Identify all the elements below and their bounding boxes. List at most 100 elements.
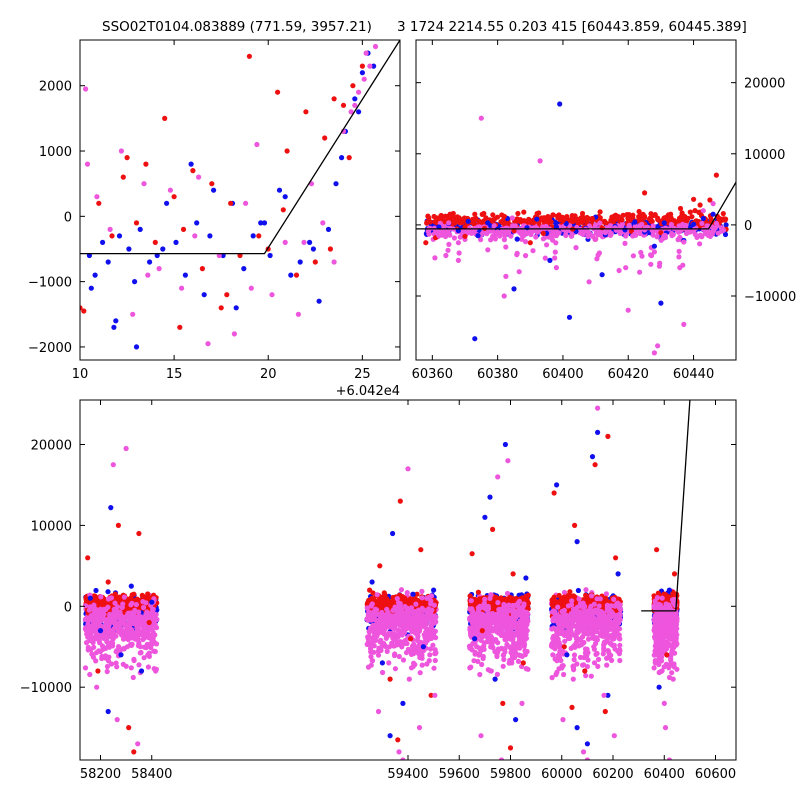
scatter-point-red xyxy=(490,212,496,218)
scatter-point-pink xyxy=(98,633,104,639)
scatter-point-pink xyxy=(108,661,115,667)
scatter-point-blue xyxy=(201,292,207,298)
scatter-point-red xyxy=(474,597,480,604)
scatter-point-pink xyxy=(282,239,288,245)
scatter-point-pink xyxy=(419,612,425,618)
plot-area xyxy=(82,400,691,760)
scatter-point-red xyxy=(655,215,661,221)
scatter-point-red xyxy=(648,218,654,224)
scatter-point-pink xyxy=(295,311,301,317)
scatter-point-pink xyxy=(386,644,393,650)
scatter-point-blue xyxy=(339,155,345,161)
scatter-point-blue xyxy=(173,239,179,245)
scatter-point-pink xyxy=(363,50,369,56)
scatter-point-pink xyxy=(494,653,500,659)
scatter-point-red xyxy=(668,211,674,217)
scatter-point-pink xyxy=(137,650,143,656)
scatter-point-blue xyxy=(691,221,697,227)
scatter-point-pink xyxy=(442,233,449,240)
scatter-point-pink xyxy=(525,666,531,672)
scatter-point-red xyxy=(459,220,465,226)
chart-panels: 10 15 20 25−2000−1000010002000+6.042e460360… xyxy=(20,39,796,782)
scatter-point-pink xyxy=(368,654,374,660)
y-tick-label: 1000 xyxy=(39,145,72,160)
scatter-point-pink xyxy=(371,649,377,655)
scatter-point-red xyxy=(642,190,648,196)
scatter-point-red xyxy=(438,212,444,219)
scatter-point-blue xyxy=(126,246,132,252)
scatter-point-pink xyxy=(128,665,134,671)
scatter-point-blue xyxy=(371,63,377,69)
scatter-point-red xyxy=(256,233,262,239)
scatter-point-red xyxy=(425,213,431,219)
scatter-point-pink xyxy=(567,635,573,642)
scatter-point-pink xyxy=(650,232,656,238)
scatter-point-pink xyxy=(84,161,91,167)
scatter-point-red xyxy=(218,305,224,311)
scatter-point-blue xyxy=(116,233,123,239)
x-tick-label: 60440 xyxy=(673,367,714,382)
scatter-point-blue xyxy=(276,187,283,193)
scatter-point-pink xyxy=(592,222,599,228)
scatter-point-red xyxy=(577,217,583,223)
scatter-point-pink xyxy=(151,648,157,654)
scatter-point-pink xyxy=(478,115,484,121)
scatter-point-blue xyxy=(241,266,247,272)
scatter-point-pink xyxy=(467,616,473,623)
scatter-point-red xyxy=(303,109,309,115)
scatter-point-pink xyxy=(140,604,147,611)
scatter-point-pink xyxy=(585,233,591,239)
scatter-point-pink xyxy=(93,658,99,664)
scatter-point-red xyxy=(350,83,356,89)
scatter-point-pink xyxy=(118,148,124,154)
scatter-point-pink xyxy=(136,662,142,668)
scatter-point-pink xyxy=(91,644,97,650)
scatter-point-pink xyxy=(118,613,124,619)
scatter-point-pink xyxy=(141,626,147,632)
scatter-point-pink xyxy=(392,651,398,657)
scatter-point-red xyxy=(677,205,684,212)
scatter-point-pink xyxy=(374,633,380,639)
scatter-point-pink xyxy=(389,613,395,619)
scatter-point-red xyxy=(679,210,685,216)
scatter-point-pink xyxy=(509,215,515,221)
scatter-point-pink xyxy=(495,622,501,628)
scatter-point-red xyxy=(331,96,337,102)
scatter-point-pink xyxy=(630,253,637,259)
scatter-point-pink xyxy=(632,223,638,229)
scatter-point-pink xyxy=(663,225,669,231)
scatter-point-red xyxy=(162,115,168,121)
scatter-point-pink xyxy=(429,620,435,627)
scatter-point-red xyxy=(555,213,561,219)
scatter-point-pink xyxy=(411,651,417,657)
scatter-point-pink xyxy=(503,273,509,279)
scatter-point-red xyxy=(707,197,713,203)
scatter-point-pink xyxy=(505,618,511,624)
scatter-point-pink xyxy=(433,614,439,620)
scatter-point-blue xyxy=(137,226,143,232)
scatter-point-pink xyxy=(421,632,427,638)
scatter-point-pink xyxy=(104,663,110,670)
scatter-point-pink xyxy=(658,237,664,243)
scatter-point-pink xyxy=(675,237,681,243)
scatter-point-pink xyxy=(619,221,626,227)
scatter-point-pink xyxy=(93,632,99,639)
scatter-point-pink xyxy=(510,636,516,642)
scatter-point-blue xyxy=(207,233,213,239)
scatter-point-pink xyxy=(130,616,137,623)
scatter-point-pink xyxy=(517,645,523,651)
scatter-point-red xyxy=(627,215,633,222)
scatter-point-red xyxy=(456,215,462,221)
scatter-point-blue xyxy=(113,318,119,324)
scatter-point-pink xyxy=(205,341,211,347)
scatter-point-pink xyxy=(400,657,407,663)
scatter-point-pink xyxy=(140,636,146,643)
scatter-point-pink xyxy=(475,612,481,618)
scatter-point-blue xyxy=(359,70,365,76)
scatter-point-pink xyxy=(561,589,568,596)
scatter-point-blue xyxy=(485,220,491,226)
scatter-point-pink xyxy=(501,237,507,243)
scatter-point-pink xyxy=(85,644,91,651)
x-tick-label: 25 xyxy=(354,367,371,382)
